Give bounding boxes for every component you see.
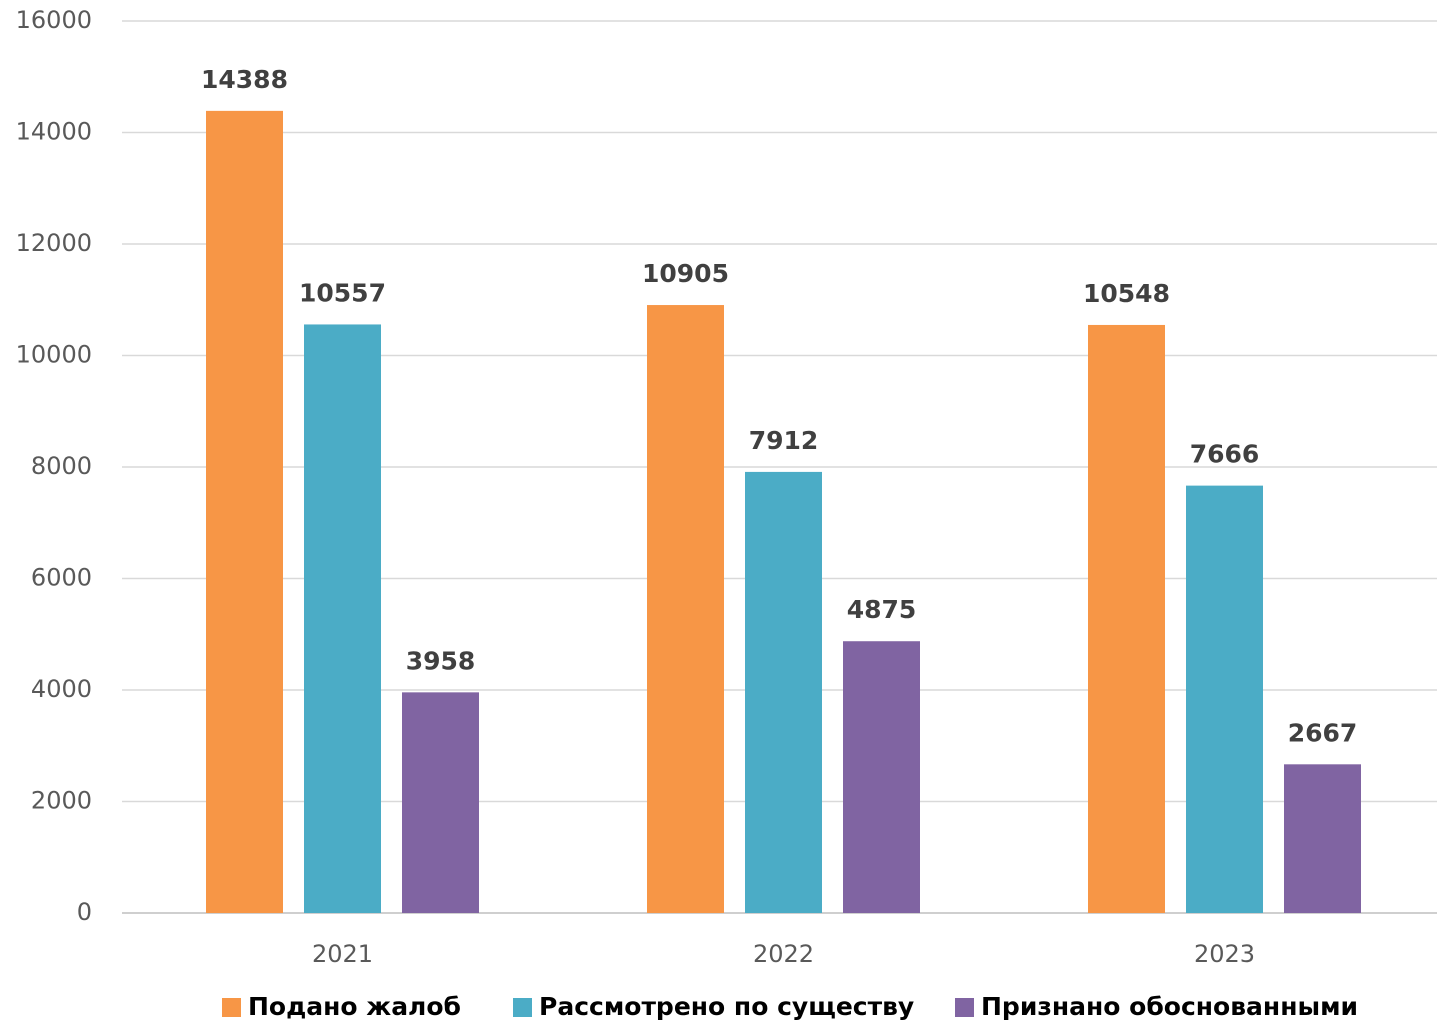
x-tick-label: 2023 [1194,940,1255,968]
legend-swatch [955,998,974,1017]
value-label: 4875 [847,595,917,624]
legend-swatch [513,998,532,1017]
bar [1284,764,1361,913]
value-label: 10548 [1083,279,1170,308]
value-label: 14388 [201,65,288,94]
bar [1186,486,1263,913]
bar [1088,325,1165,913]
y-tick-label: 2000 [31,787,92,815]
value-label: 7912 [749,426,819,455]
y-tick-label: 10000 [16,341,92,369]
value-label: 10905 [642,259,729,288]
x-tick-label: 2022 [753,940,814,968]
bar [402,692,479,913]
value-label: 3958 [406,646,476,675]
y-tick-label: 12000 [16,229,92,257]
bar [647,305,724,913]
value-label: 2667 [1288,718,1358,747]
bar [843,641,920,913]
bar [745,472,822,913]
y-tick-label: 4000 [31,675,92,703]
y-tick-label: 16000 [16,6,92,34]
y-tick-label: 6000 [31,564,92,592]
legend-label: Подано жалоб [248,992,461,1021]
legend-label: Рассмотрено по существу [539,992,914,1021]
bar [304,324,381,913]
chart: 0 2000 4000 6000 8000 10000 12000 14000 16000 202… [0,0,1437,1026]
legend-swatch [222,998,241,1017]
y-tick-label: 0 [77,898,92,926]
y-tick-label: 14000 [16,118,92,146]
y-tick-label: 8000 [31,452,92,480]
x-tick-label: 2021 [312,940,373,968]
legend-label: Признано обоснованными [981,992,1358,1021]
bar [206,111,283,913]
value-label: 10557 [299,278,386,307]
value-label: 7666 [1190,440,1260,469]
